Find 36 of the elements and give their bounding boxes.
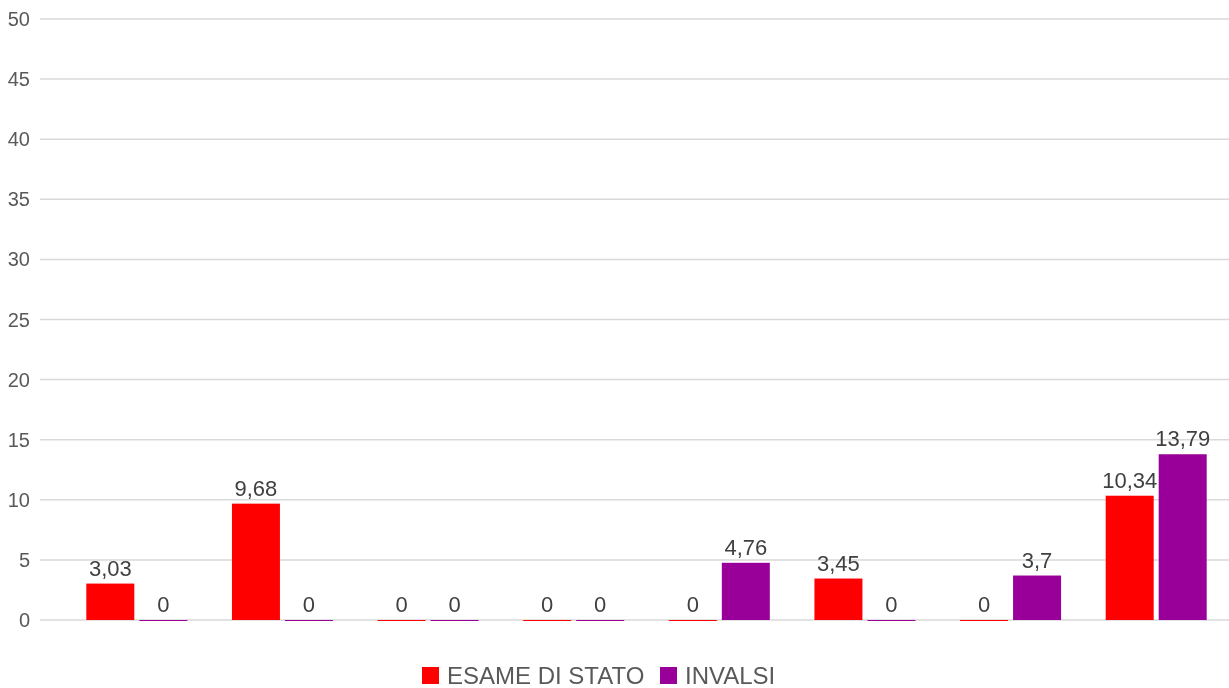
y-tick-label: 25 [7, 308, 30, 331]
data-label: 10,34 [1102, 467, 1158, 493]
data-label: 0 [395, 592, 408, 617]
y-tick-label: 35 [7, 188, 30, 211]
data-label: 3,45 [817, 550, 860, 576]
y-tick-label: 50 [7, 8, 30, 30]
bar [86, 583, 135, 620]
data-label: 0 [302, 592, 316, 617]
bar [1013, 575, 1062, 620]
legend-label: INVALSI [685, 662, 776, 688]
bar [1105, 495, 1154, 620]
y-tick-label: 15 [7, 428, 30, 451]
data-label: 3,03 [88, 555, 132, 581]
data-label: 9,68 [234, 475, 278, 501]
y-tick-label: 40 [7, 128, 30, 151]
y-tick-label: 0 [18, 609, 30, 631]
data-label: 4,76 [724, 534, 768, 560]
y-tick-label: 5 [18, 548, 30, 571]
data-label: 0 [686, 592, 699, 617]
y-tick-label: 20 [7, 368, 30, 391]
data-label: 0 [594, 592, 607, 617]
legend-label: ESAME DI STATO [447, 662, 645, 688]
bar [721, 562, 770, 620]
data-label: 0 [977, 592, 991, 617]
y-tick-label: 45 [7, 68, 30, 91]
data-label: 13,79 [1155, 426, 1211, 452]
data-label: 0 [541, 592, 554, 617]
data-label: 0 [885, 592, 898, 617]
bar [814, 578, 863, 620]
data-label: 3,7 [1021, 547, 1053, 573]
bar [1158, 454, 1207, 620]
y-tick-label: 30 [7, 248, 30, 271]
data-label: 0 [448, 592, 461, 617]
bar [231, 503, 280, 620]
data-label: 0 [157, 592, 170, 617]
y-tick-label: 10 [7, 488, 30, 511]
